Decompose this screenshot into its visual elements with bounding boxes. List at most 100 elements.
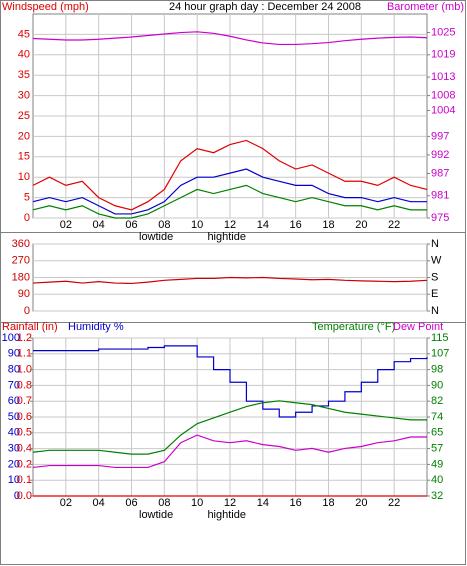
- x-tick-label: 06: [125, 219, 137, 231]
- x-tick-label: 16: [290, 497, 302, 509]
- tick-label: 90: [8, 348, 20, 360]
- tick-label: 57: [431, 443, 443, 455]
- tick-label: 1.2: [17, 332, 32, 344]
- tick-label: 45: [18, 28, 30, 40]
- tick-label: 30: [18, 90, 30, 102]
- x-tick-label: 18: [322, 497, 334, 509]
- tick-label: S: [431, 271, 438, 283]
- x-tick-label: 14: [257, 497, 269, 509]
- x-tick-label: 22: [388, 497, 400, 509]
- tick-label: 997: [431, 130, 449, 142]
- tick-label: 50: [8, 411, 20, 423]
- tick-label: 0.7: [17, 395, 32, 407]
- series-line: [32, 168, 427, 215]
- x-tick-label: 14: [257, 219, 269, 231]
- chart-title: 24 hour graph day : December 24 2008: [169, 1, 361, 13]
- tick-label: 5: [24, 192, 30, 204]
- tick-label: 0.2: [17, 458, 32, 470]
- annotation: lowtide: [139, 231, 173, 243]
- tick-label: E: [431, 288, 438, 300]
- tick-label: 0: [24, 212, 30, 224]
- x-tick-label: 20: [355, 219, 367, 231]
- series-line: [32, 184, 427, 219]
- tick-label: 0.6: [17, 411, 32, 423]
- x-tick-label: 06: [125, 497, 137, 509]
- y2-axis-label: Barometer (mb): [387, 1, 464, 13]
- x-tick-label: 08: [158, 497, 170, 509]
- tick-label: 1.0: [17, 364, 32, 376]
- tick-label: 1019: [431, 49, 455, 61]
- tick-label: 987: [431, 167, 449, 179]
- tick-label: 74: [431, 411, 443, 423]
- tick-label: 10: [8, 474, 20, 486]
- tick-label: 65: [431, 427, 443, 439]
- tick-label: 0.4: [17, 443, 32, 455]
- annotation: lowtide: [139, 509, 173, 521]
- x-tick-label: 12: [224, 219, 236, 231]
- tick-label: W: [431, 255, 442, 267]
- tick-label: 180: [12, 271, 30, 283]
- tick-label: 70: [8, 379, 20, 391]
- series-line: [32, 400, 427, 455]
- tick-label: 60: [8, 395, 20, 407]
- tick-label: 360: [12, 238, 30, 250]
- series-label: Temperature (°F): [312, 321, 395, 333]
- tick-label: 0: [24, 305, 30, 317]
- tick-label: 25: [18, 110, 30, 122]
- tick-label: 30: [8, 443, 20, 455]
- series-line: [32, 276, 428, 285]
- tick-label: 40: [431, 474, 443, 486]
- x-tick-label: 04: [93, 497, 105, 509]
- tick-label: 1004: [431, 104, 455, 116]
- tick-label: 49: [431, 458, 443, 470]
- tick-label: 90: [18, 288, 30, 300]
- annotation: hightide: [207, 231, 246, 243]
- x-tick-label: 02: [60, 219, 72, 231]
- x-tick-label: 20: [355, 497, 367, 509]
- x-tick-label: 04: [93, 219, 105, 231]
- series-line: [32, 434, 427, 469]
- tick-label: 80: [8, 364, 20, 376]
- tick-label: 1013: [431, 71, 455, 83]
- series-line: [32, 31, 428, 46]
- tick-label: 20: [18, 130, 30, 142]
- tick-label: N: [431, 238, 439, 250]
- tick-label: 107: [431, 348, 449, 360]
- tick-label: 20: [8, 458, 20, 470]
- tick-label: 0: [14, 490, 20, 502]
- annotation: hightide: [207, 509, 246, 521]
- series-line: [32, 139, 428, 211]
- x-tick-label: 12: [224, 497, 236, 509]
- tick-label: 10: [18, 171, 30, 183]
- tick-label: 975: [431, 212, 449, 224]
- tick-label: 40: [18, 49, 30, 61]
- tick-label: 90: [431, 379, 443, 391]
- y-axis-label: Windspeed (mph): [2, 1, 89, 13]
- tick-label: 32: [431, 490, 443, 502]
- tick-label: 0.5: [17, 427, 32, 439]
- tick-label: 0.0: [17, 490, 32, 502]
- tick-label: 0.8: [17, 379, 32, 391]
- x-tick-label: 08: [158, 219, 170, 231]
- tick-label: 82: [431, 395, 443, 407]
- tick-label: N: [431, 305, 439, 317]
- series-line: [33, 345, 428, 418]
- tick-label: 98: [431, 364, 443, 376]
- tick-label: 1008: [431, 90, 455, 102]
- x-tick-label: 02: [60, 497, 72, 509]
- tick-label: 1025: [431, 26, 455, 38]
- series-label: Dew Point: [393, 321, 443, 333]
- x-tick-label: 22: [388, 219, 400, 231]
- tick-label: 0.1: [17, 474, 32, 486]
- tick-label: 992: [431, 149, 449, 161]
- tick-label: 15: [18, 151, 30, 163]
- tick-label: 270: [12, 255, 30, 267]
- x-tick-label: 10: [191, 497, 203, 509]
- tick-label: 40: [8, 427, 20, 439]
- x-tick-label: 10: [191, 219, 203, 231]
- tick-label: 35: [18, 69, 30, 81]
- x-tick-label: 18: [322, 219, 334, 231]
- tick-label: 115: [431, 332, 449, 344]
- series-label: Humidity %: [68, 321, 124, 333]
